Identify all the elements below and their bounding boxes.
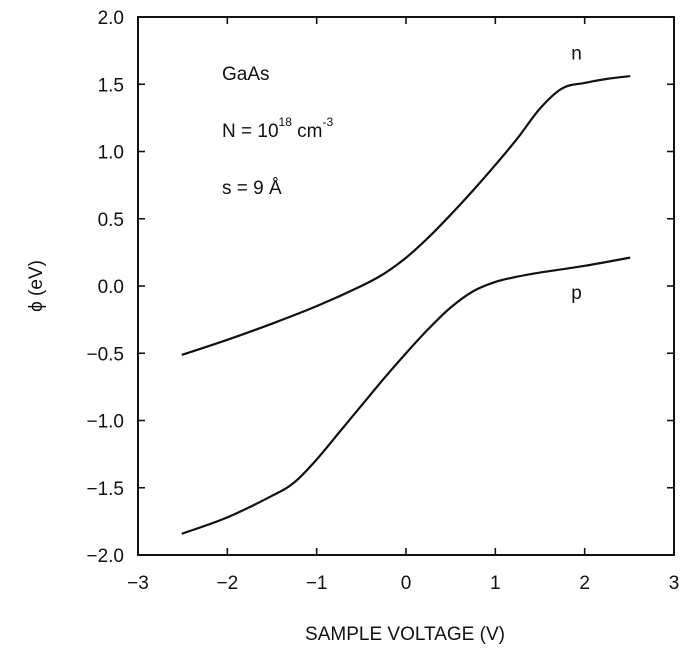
series-curves: [181, 75, 631, 535]
y-tick-label: −1.0: [86, 412, 124, 433]
y-tick-label: 0.0: [98, 277, 124, 298]
x-tick-label: 0: [401, 573, 412, 594]
y-axis-title: ϕ (eV): [26, 260, 47, 312]
x-tick-label: 1: [490, 573, 501, 594]
doping-exponent: 18: [279, 115, 293, 129]
doping-unit: cm: [292, 121, 323, 142]
x-axis-title: SAMPLE VOLTAGE (V): [305, 624, 505, 645]
annotation-doping: N = 1018 cm-3: [222, 115, 333, 142]
x-tick-label: 3: [669, 573, 680, 594]
y-tick-label: 1.5: [98, 75, 124, 96]
x-tick-label: −1: [306, 573, 328, 594]
y-tick-label: 1.0: [98, 143, 124, 164]
axis-ticks: [137, 16, 675, 556]
y-tick-label: −0.5: [86, 344, 124, 365]
spacing-prefix: s = 9: [222, 178, 269, 199]
y-tick-label: −2.0: [86, 546, 124, 567]
series-p-label: p: [571, 283, 582, 304]
series-n-line: [181, 75, 631, 356]
series-labels: np: [571, 44, 582, 305]
doping-unit-exponent: -3: [322, 115, 333, 129]
doping-prefix: N = 10: [222, 121, 279, 142]
y-tick-label: 2.0: [98, 8, 124, 29]
series-n-label: n: [571, 44, 582, 65]
y-tick-label: 0.5: [98, 210, 124, 231]
plot-frame: [137, 16, 675, 556]
x-tick-label: −2: [216, 573, 238, 594]
spacing-unit: Å: [269, 178, 282, 199]
y-tick-label: −1.5: [86, 479, 124, 500]
annotation-material: GaAs: [222, 64, 270, 85]
x-tick-label: 2: [579, 573, 590, 594]
axis-tick-labels: −3 −2 −1 0 1 2 3 2.0 1.5 1.0 0.5 0.0 −0.5 −1.0 −1.5 −2.…: [86, 8, 679, 594]
annotation-spacing: s = 9 Å: [222, 178, 282, 199]
series-p-line: [181, 256, 631, 535]
x-tick-label: −3: [127, 573, 149, 594]
